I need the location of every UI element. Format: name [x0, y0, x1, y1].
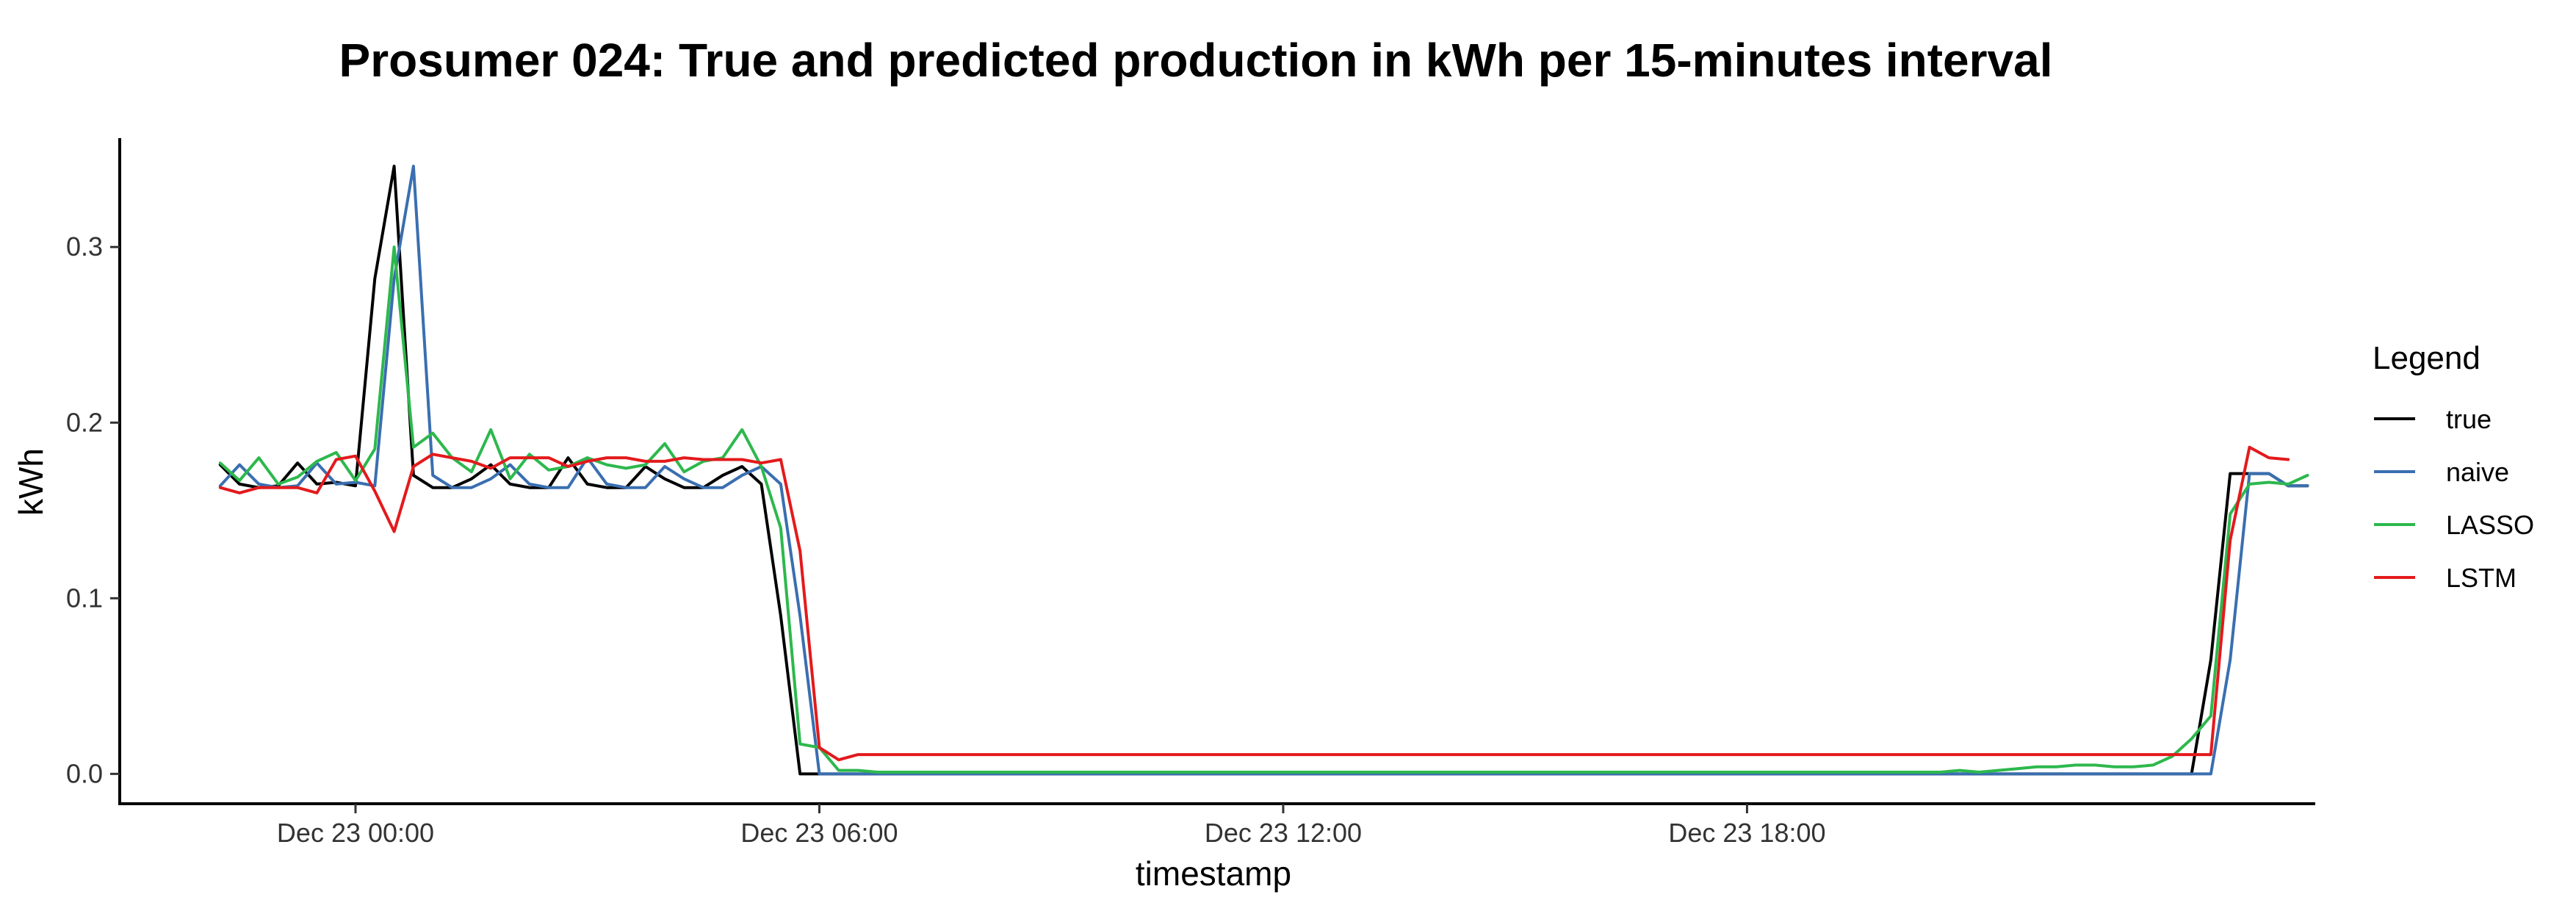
x-tick-label: Dec 23 06:00: [740, 818, 898, 848]
legend-label-naive: naive: [2446, 457, 2509, 487]
y-axis-ticks: 0.0 0.1 0.2 0.3: [66, 231, 120, 788]
x-tick-label: Dec 23 18:00: [1668, 818, 1825, 848]
legend-label-lstm: LSTM: [2446, 563, 2517, 593]
x-tick-label: Dec 23 00:00: [277, 818, 434, 848]
chart-title: Prosumer 024: True and predicted product…: [339, 34, 2053, 87]
legend-label-lasso: LASSO: [2446, 510, 2534, 540]
x-axis-title: timestamp: [1136, 854, 1291, 893]
series-line-lasso: [218, 245, 2309, 774]
x-tick-label: Dec 23 12:00: [1205, 818, 1362, 848]
x-axis-ticks: Dec 23 00:00 Dec 23 06:00 Dec 23 12:00 Dec …: [277, 804, 1826, 848]
y-tick-label: 0.0: [66, 758, 103, 788]
plot-area: [218, 165, 2309, 776]
legend: Legend true naive LASSO LSTM: [2373, 340, 2534, 593]
legend-label-true: true: [2446, 404, 2492, 434]
y-tick-label: 0.1: [66, 583, 103, 613]
y-axis-title: kWh: [12, 448, 50, 516]
y-tick-label: 0.3: [66, 231, 103, 262]
series-line-true: [218, 165, 2309, 776]
series-line-lstm: [218, 445, 2290, 762]
series-line-naive: [218, 165, 2309, 776]
y-tick-label: 0.2: [66, 407, 103, 437]
legend-title: Legend: [2373, 340, 2481, 376]
